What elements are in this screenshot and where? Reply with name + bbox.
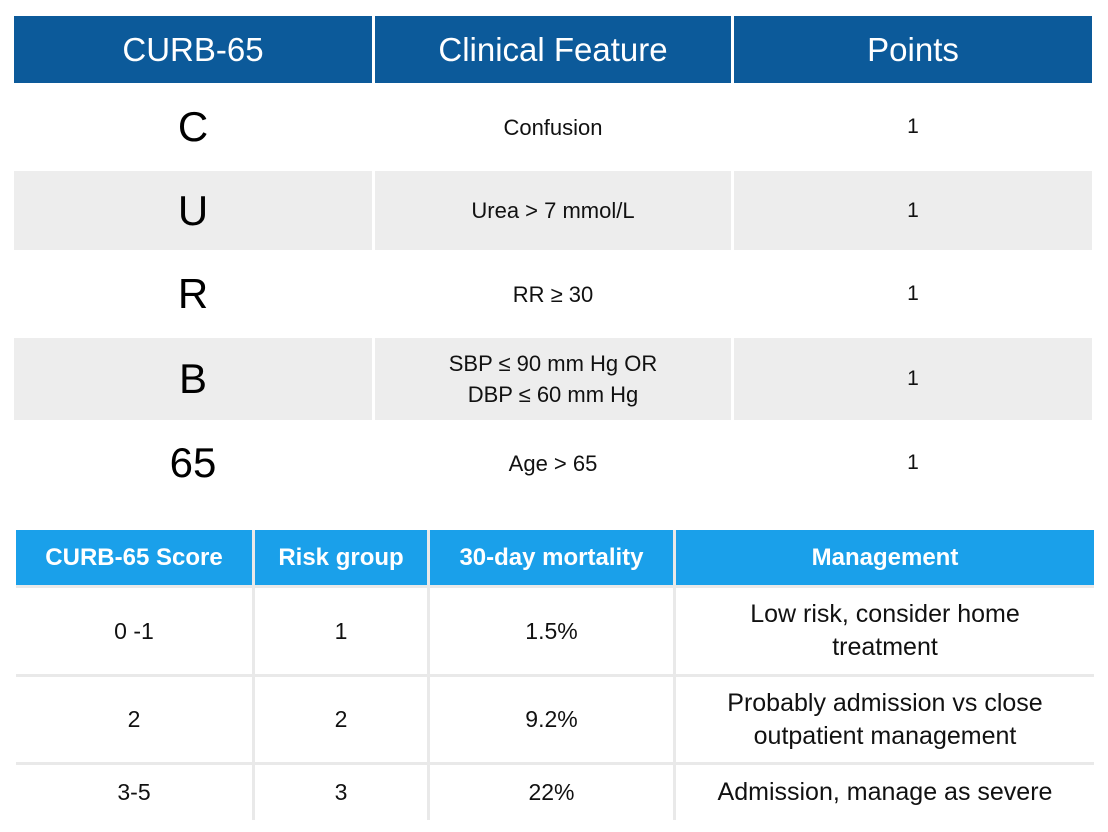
score-cell: 0 -1 [16,588,252,674]
criterion-feature: Age > 65 [375,423,731,503]
management-line1: Low risk, consider home [750,600,1020,628]
criterion-points: 1 [734,253,1092,335]
criterion-points: 1 [734,171,1092,250]
management-cell: Admission, manage as severe [676,765,1094,820]
feature-text-line2: DBP ≤ 60 mm Hg [467,382,639,407]
criterion-letter: B [14,338,372,420]
header-clinical-feature: Clinical Feature [375,16,731,83]
management-line1: Admission, manage as severe [717,778,1053,806]
risk-group-cell: 2 [255,677,427,762]
criterion-letter: 65 [14,423,372,503]
management-line2: treatment [832,633,938,661]
mortality-cell: 22% [430,765,673,820]
feature-text: Confusion [503,114,603,140]
header-risk-group: Risk group [255,530,427,585]
mortality-cell: 1.5% [430,588,673,674]
management-line1: Probably admission vs close [727,688,1043,717]
criterion-points: 1 [734,86,1092,168]
header-points: Points [734,16,1092,83]
criterion-letter: C [14,86,372,168]
risk-group-cell: 1 [255,588,427,674]
management-line2: outpatient management [753,721,1017,750]
feature-text: Age > 65 [508,450,598,476]
management-cell: Low risk, consider home treatment [676,588,1094,674]
mortality-cell: 9.2% [430,677,673,762]
criterion-feature: RR ≥ 30 [375,253,731,335]
curb65-criteria-table: CURB-65 Clinical Feature Points C Confus… [14,16,1092,503]
criterion-points: 1 [734,423,1092,503]
management-cell: Probably admission vs close outpatient m… [676,677,1094,762]
header-mortality: 30-day mortality [430,530,673,585]
score-cell: 2 [16,677,252,762]
criterion-letter: R [14,253,372,335]
criterion-feature: Urea > 7 mmol/L [375,171,731,250]
criterion-feature: SBP ≤ 90 mm Hg OR DBP ≤ 60 mm Hg [375,338,731,420]
score-cell: 3-5 [16,765,252,820]
curb65-score-table: CURB-65 Score Risk group 30-day mortalit… [16,530,1094,820]
feature-text-line1: SBP ≤ 90 mm Hg OR [448,351,658,376]
risk-group-cell: 3 [255,765,427,820]
header-score: CURB-65 Score [16,530,252,585]
feature-text: Urea > 7 mmol/L [471,198,635,223]
criterion-letter: U [14,171,372,250]
criterion-points: 1 [734,338,1092,420]
header-management: Management [676,530,1094,585]
feature-text: RR ≥ 30 [512,281,594,307]
header-curb65: CURB-65 [14,16,372,83]
criterion-feature: Confusion [375,86,731,168]
